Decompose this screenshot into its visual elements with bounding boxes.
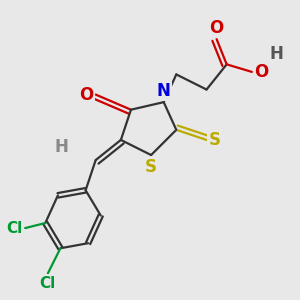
Text: O: O <box>79 85 93 103</box>
Text: Cl: Cl <box>6 220 22 236</box>
Text: O: O <box>254 63 268 81</box>
Text: O: O <box>209 19 224 37</box>
Text: S: S <box>209 131 221 149</box>
Text: N: N <box>157 82 171 100</box>
Text: H: H <box>269 45 284 63</box>
Text: H: H <box>54 139 68 157</box>
Text: S: S <box>145 158 157 175</box>
Text: Cl: Cl <box>40 276 56 291</box>
